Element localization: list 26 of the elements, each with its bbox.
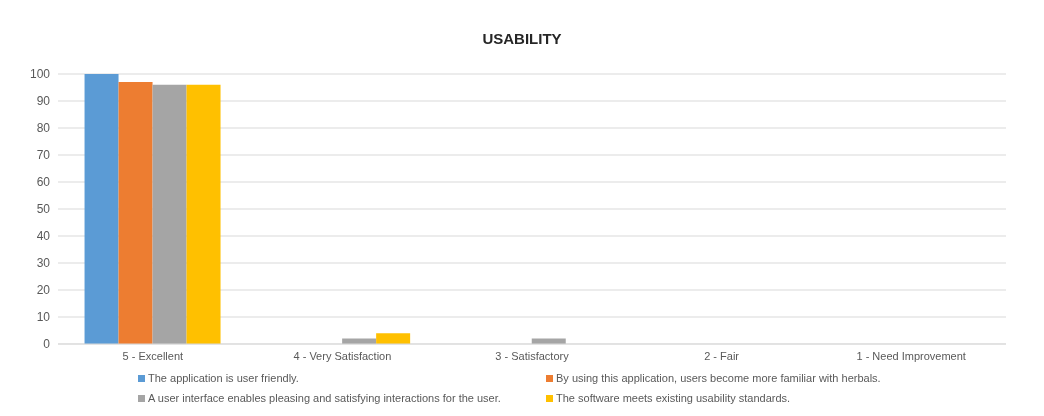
y-tick-label: 30 xyxy=(36,256,51,271)
y-tick-label: 60 xyxy=(36,175,51,190)
y-tick-label: 90 xyxy=(36,94,51,109)
bar xyxy=(186,84,221,344)
y-tick-label: 50 xyxy=(36,202,51,217)
legend-label: A user interface enables pleasing and satisfying interactions for the user. xyxy=(148,392,501,404)
y-tick-label: 80 xyxy=(36,121,51,136)
x-tick-label: 5 - Excellent xyxy=(122,349,184,362)
x-tick-label: 1 - Need Improvement xyxy=(856,349,966,362)
bar xyxy=(376,333,411,344)
legend-label: By using this application, users become more familiar with herbals. xyxy=(556,372,881,384)
bar xyxy=(84,74,119,344)
legend-label: The application is user friendly. xyxy=(148,372,299,384)
bar xyxy=(118,82,153,344)
x-tick-label: 2 - Fair xyxy=(704,349,740,362)
y-tick-label: 40 xyxy=(36,229,51,244)
legend-label: The software meets existing usability standards. xyxy=(556,392,791,404)
chart-title: USABILITY xyxy=(481,29,563,49)
y-tick-label: 100 xyxy=(29,67,51,82)
x-tick-label: 3 - Satisfactory xyxy=(495,349,570,362)
y-tick-label: 70 xyxy=(36,148,51,163)
y-tick-label: 0 xyxy=(43,337,51,352)
y-tick-label: 10 xyxy=(36,310,51,325)
y-tick-label: 20 xyxy=(36,283,51,298)
bar xyxy=(152,84,187,344)
x-tick-label: 4 - Very Satisfaction xyxy=(293,349,392,362)
